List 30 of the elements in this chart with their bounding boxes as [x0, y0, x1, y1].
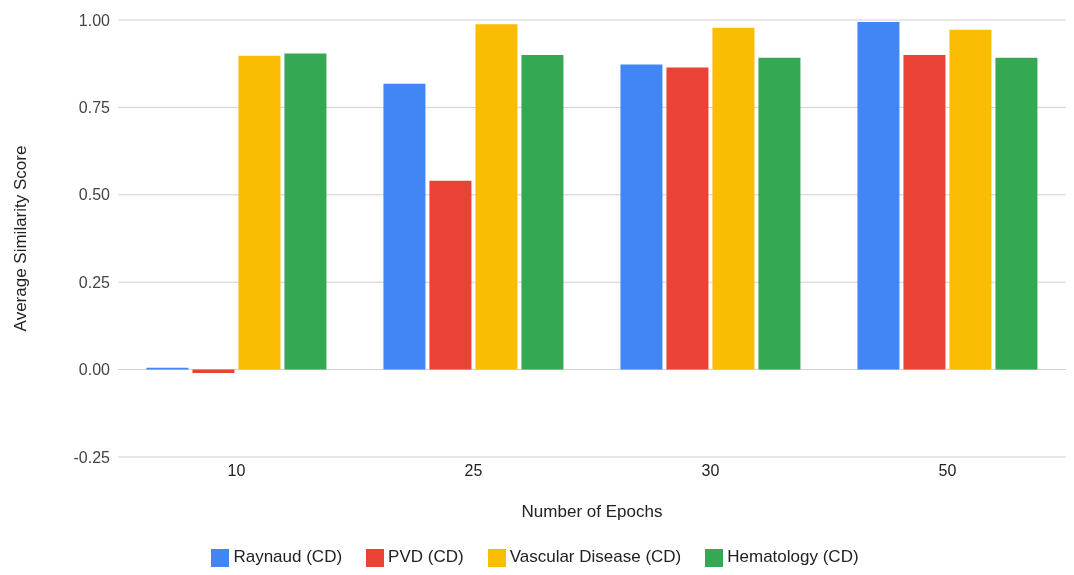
y-tick-label: 0.00	[78, 361, 111, 379]
y-tick-label: 0.75	[78, 99, 111, 117]
bar	[475, 24, 518, 370]
y-tick-label: 0.50	[78, 186, 111, 204]
legend-label: Hematology (CD)	[727, 547, 859, 566]
bar	[758, 57, 801, 370]
x-tick-label: 50	[938, 462, 957, 480]
legend-label: Vascular Disease (CD)	[509, 547, 682, 566]
bar	[521, 54, 564, 370]
x-axis-title: Number of Epochs	[521, 502, 663, 521]
y-tick-label: -0.25	[73, 448, 111, 466]
legend-label: PVD (CD)	[388, 547, 464, 566]
bar	[666, 67, 709, 370]
x-tick-label: 25	[464, 462, 483, 480]
y-tick-label: 1.00	[78, 11, 111, 29]
bar	[712, 27, 755, 370]
bar	[857, 22, 900, 370]
legend-label: Raynaud (CD)	[233, 547, 343, 566]
bar	[383, 83, 426, 370]
y-tick-label: 0.25	[78, 273, 111, 291]
bar	[995, 57, 1038, 370]
bar	[620, 64, 663, 370]
bar	[903, 54, 946, 370]
x-tick-label: 30	[701, 462, 720, 480]
x-tick-label: 10	[227, 462, 246, 480]
bar	[284, 53, 327, 370]
bar	[238, 55, 281, 370]
bar	[429, 180, 472, 370]
bar	[949, 29, 992, 370]
y-axis-title: Average Similarity Score	[11, 145, 31, 332]
